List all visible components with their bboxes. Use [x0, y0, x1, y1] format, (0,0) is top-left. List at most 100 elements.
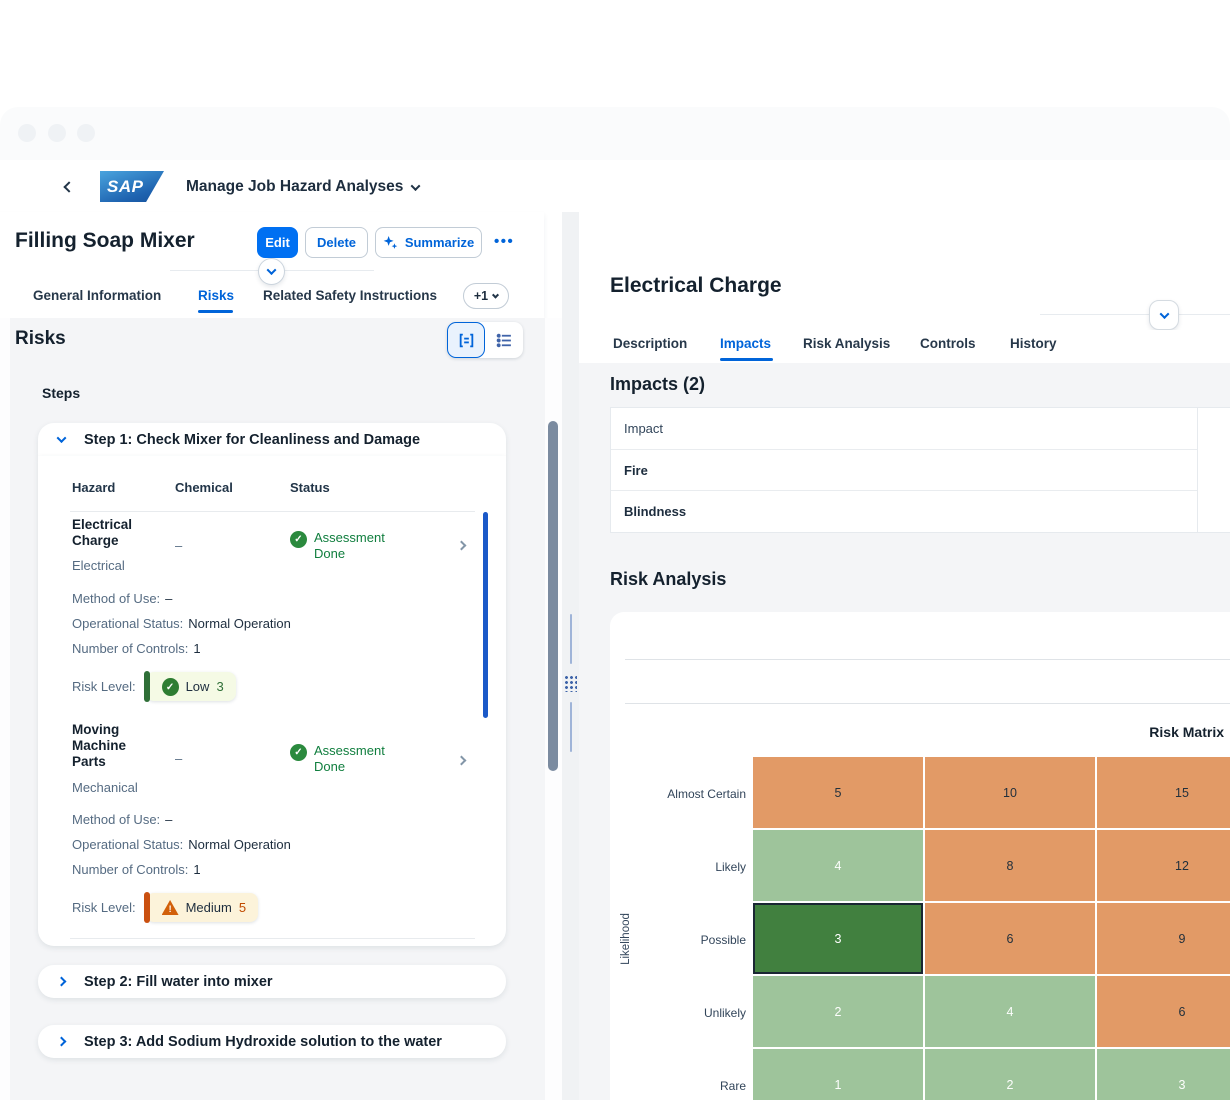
matrix-cell[interactable]: 6	[925, 903, 1095, 974]
badge-bar	[143, 671, 150, 702]
ai-sparkle-icon	[383, 235, 398, 249]
overflow-menu-icon[interactable]: •••	[494, 233, 515, 250]
check-circle-icon	[290, 531, 307, 548]
delete-button[interactable]: Delete	[305, 227, 368, 258]
more-tabs-button[interactable]: +1	[463, 283, 509, 309]
selected-row-indicator	[483, 512, 488, 718]
header-collapse-button[interactable]	[258, 258, 285, 285]
chevron-right-icon	[56, 1036, 66, 1047]
matrix-cell[interactable]: 8	[925, 830, 1095, 901]
back-icon[interactable]	[58, 176, 80, 198]
header-divider	[1040, 314, 1230, 315]
field-operational-status: Operational Status: Normal Operation	[72, 616, 291, 631]
matrix-cell[interactable]: 1	[753, 1049, 923, 1100]
splitter-line	[570, 702, 572, 752]
grouped-view-button[interactable]	[447, 322, 485, 358]
card-divider	[625, 659, 1230, 660]
step-1-header[interactable]: Step 1: Check Mixer for Cleanliness and …	[38, 423, 506, 456]
impact-row-blindness[interactable]: Blindness	[624, 504, 687, 519]
chevron-down-icon	[266, 265, 277, 276]
column-header-chemical: Chemical	[175, 480, 233, 495]
sap-logo: SAP	[100, 171, 164, 202]
field-operational-status: Operational Status: Normal Operation	[72, 837, 291, 852]
splitter-line	[570, 614, 572, 664]
hazard-name[interactable]: Electrical Charge	[72, 517, 133, 548]
tab-risk-analysis[interactable]: Risk Analysis	[803, 336, 891, 351]
left-margin	[0, 318, 10, 1100]
chevron-down-icon	[1159, 308, 1169, 319]
matrix-cell[interactable]: 2	[753, 976, 923, 1047]
matrix-cell[interactable]: 4	[753, 830, 923, 901]
matrix-cell[interactable]: 4	[925, 976, 1095, 1047]
traffic-light-zoom-icon[interactable]	[77, 124, 95, 142]
table-divider	[70, 938, 475, 939]
list-view-icon	[496, 333, 511, 347]
chevron-down-icon	[492, 291, 500, 299]
app-title-menu[interactable]: Manage Job Hazard Analyses	[186, 178, 421, 196]
step-1-content: Hazard Chemical Status Electrical Charge…	[38, 456, 506, 946]
detail-tab-strip: Description Impacts Risk Analysis Contro…	[579, 330, 1230, 363]
detail-collapse-button[interactable]	[1149, 300, 1179, 330]
edit-button[interactable]: Edit	[257, 227, 298, 258]
row-navigate-icon[interactable]	[456, 751, 467, 769]
status-cell: Assessment Done	[290, 743, 408, 775]
risk-level-badge-medium: Medium 5	[143, 892, 259, 923]
scrollbar-thumb[interactable]	[548, 421, 558, 771]
chemical-value: –	[175, 751, 183, 766]
matrix-cell-selected[interactable]: 3	[753, 903, 923, 974]
tab-impacts[interactable]: Impacts	[720, 336, 772, 351]
risk-matrix-title: Risk Matrix	[1149, 724, 1224, 740]
matrix-cell[interactable]: 12	[1097, 830, 1230, 901]
hazard-name[interactable]: Moving Machine Parts	[72, 722, 127, 769]
step-2-header[interactable]: Step 2: Fill water into mixer	[38, 965, 506, 998]
tab-controls[interactable]: Controls	[920, 336, 976, 351]
step-3-header[interactable]: Step 3: Add Sodium Hydroxide solution to…	[38, 1025, 506, 1058]
matrix-cell[interactable]: 3	[1097, 1049, 1230, 1100]
column-header-status: Status	[290, 480, 330, 495]
impact-row-fire[interactable]: Fire	[611, 450, 1197, 491]
matrix-cell[interactable]: 5	[753, 757, 923, 828]
row-navigate-icon[interactable]	[456, 536, 467, 554]
tab-risks[interactable]: Risks	[198, 288, 235, 303]
matrix-cell[interactable]: 2	[925, 1049, 1095, 1100]
field-method-of-use: Method of Use: –	[72, 591, 173, 606]
chevron-right-icon	[56, 976, 66, 987]
check-circle-icon	[161, 678, 179, 696]
row-label-possible: Possible	[700, 933, 746, 947]
matrix-cell[interactable]: 9	[1097, 903, 1230, 974]
column-header-hazard: Hazard	[72, 480, 116, 495]
splitter-grip-icon[interactable]	[564, 674, 577, 692]
row-label-likely: Likely	[715, 860, 746, 874]
row-label-rare: Rare	[719, 1079, 746, 1093]
risk-level-badge-low: Low 3	[143, 671, 236, 702]
traffic-light-close-icon[interactable]	[18, 124, 36, 142]
left-tab-strip: General Information Risks Related Safety…	[0, 283, 544, 318]
check-circle-icon	[290, 744, 307, 761]
tab-general-information[interactable]: General Information	[33, 288, 162, 303]
hazard-category: Electrical	[72, 558, 125, 573]
tab-history[interactable]: History	[1010, 336, 1057, 351]
impacts-column-header: Impact	[611, 408, 1197, 450]
row-label-almost-certain: Almost Certain	[667, 787, 746, 801]
badge-bar	[143, 892, 150, 923]
matrix-cell[interactable]: 6	[1097, 976, 1230, 1047]
warning-triangle-icon	[161, 900, 179, 915]
tab-related-safety-instructions[interactable]: Related Safety Instructions	[263, 288, 438, 303]
chevron-down-icon	[56, 433, 66, 444]
matrix-cell[interactable]: 10	[925, 757, 1095, 828]
field-method-of-use: Method of Use: –	[72, 812, 173, 827]
matrix-cell[interactable]: 15	[1097, 757, 1230, 828]
browser-chrome-bar	[0, 107, 1230, 160]
summarize-button[interactable]: Summarize	[375, 227, 482, 258]
active-tab-underline	[720, 358, 773, 361]
traffic-light-minimize-icon[interactable]	[48, 124, 66, 142]
risk-level-row: Risk Level: Medium 5	[72, 892, 259, 923]
tab-description[interactable]: Description	[613, 336, 688, 351]
field-number-of-controls: Number of Controls: 1	[72, 641, 201, 656]
table-divider	[70, 511, 475, 512]
chevron-down-icon	[410, 180, 421, 191]
list-view-button[interactable]	[485, 322, 523, 358]
risks-section-title: Risks	[15, 328, 66, 349]
risk-level-row: Risk Level: Low 3	[72, 671, 236, 702]
